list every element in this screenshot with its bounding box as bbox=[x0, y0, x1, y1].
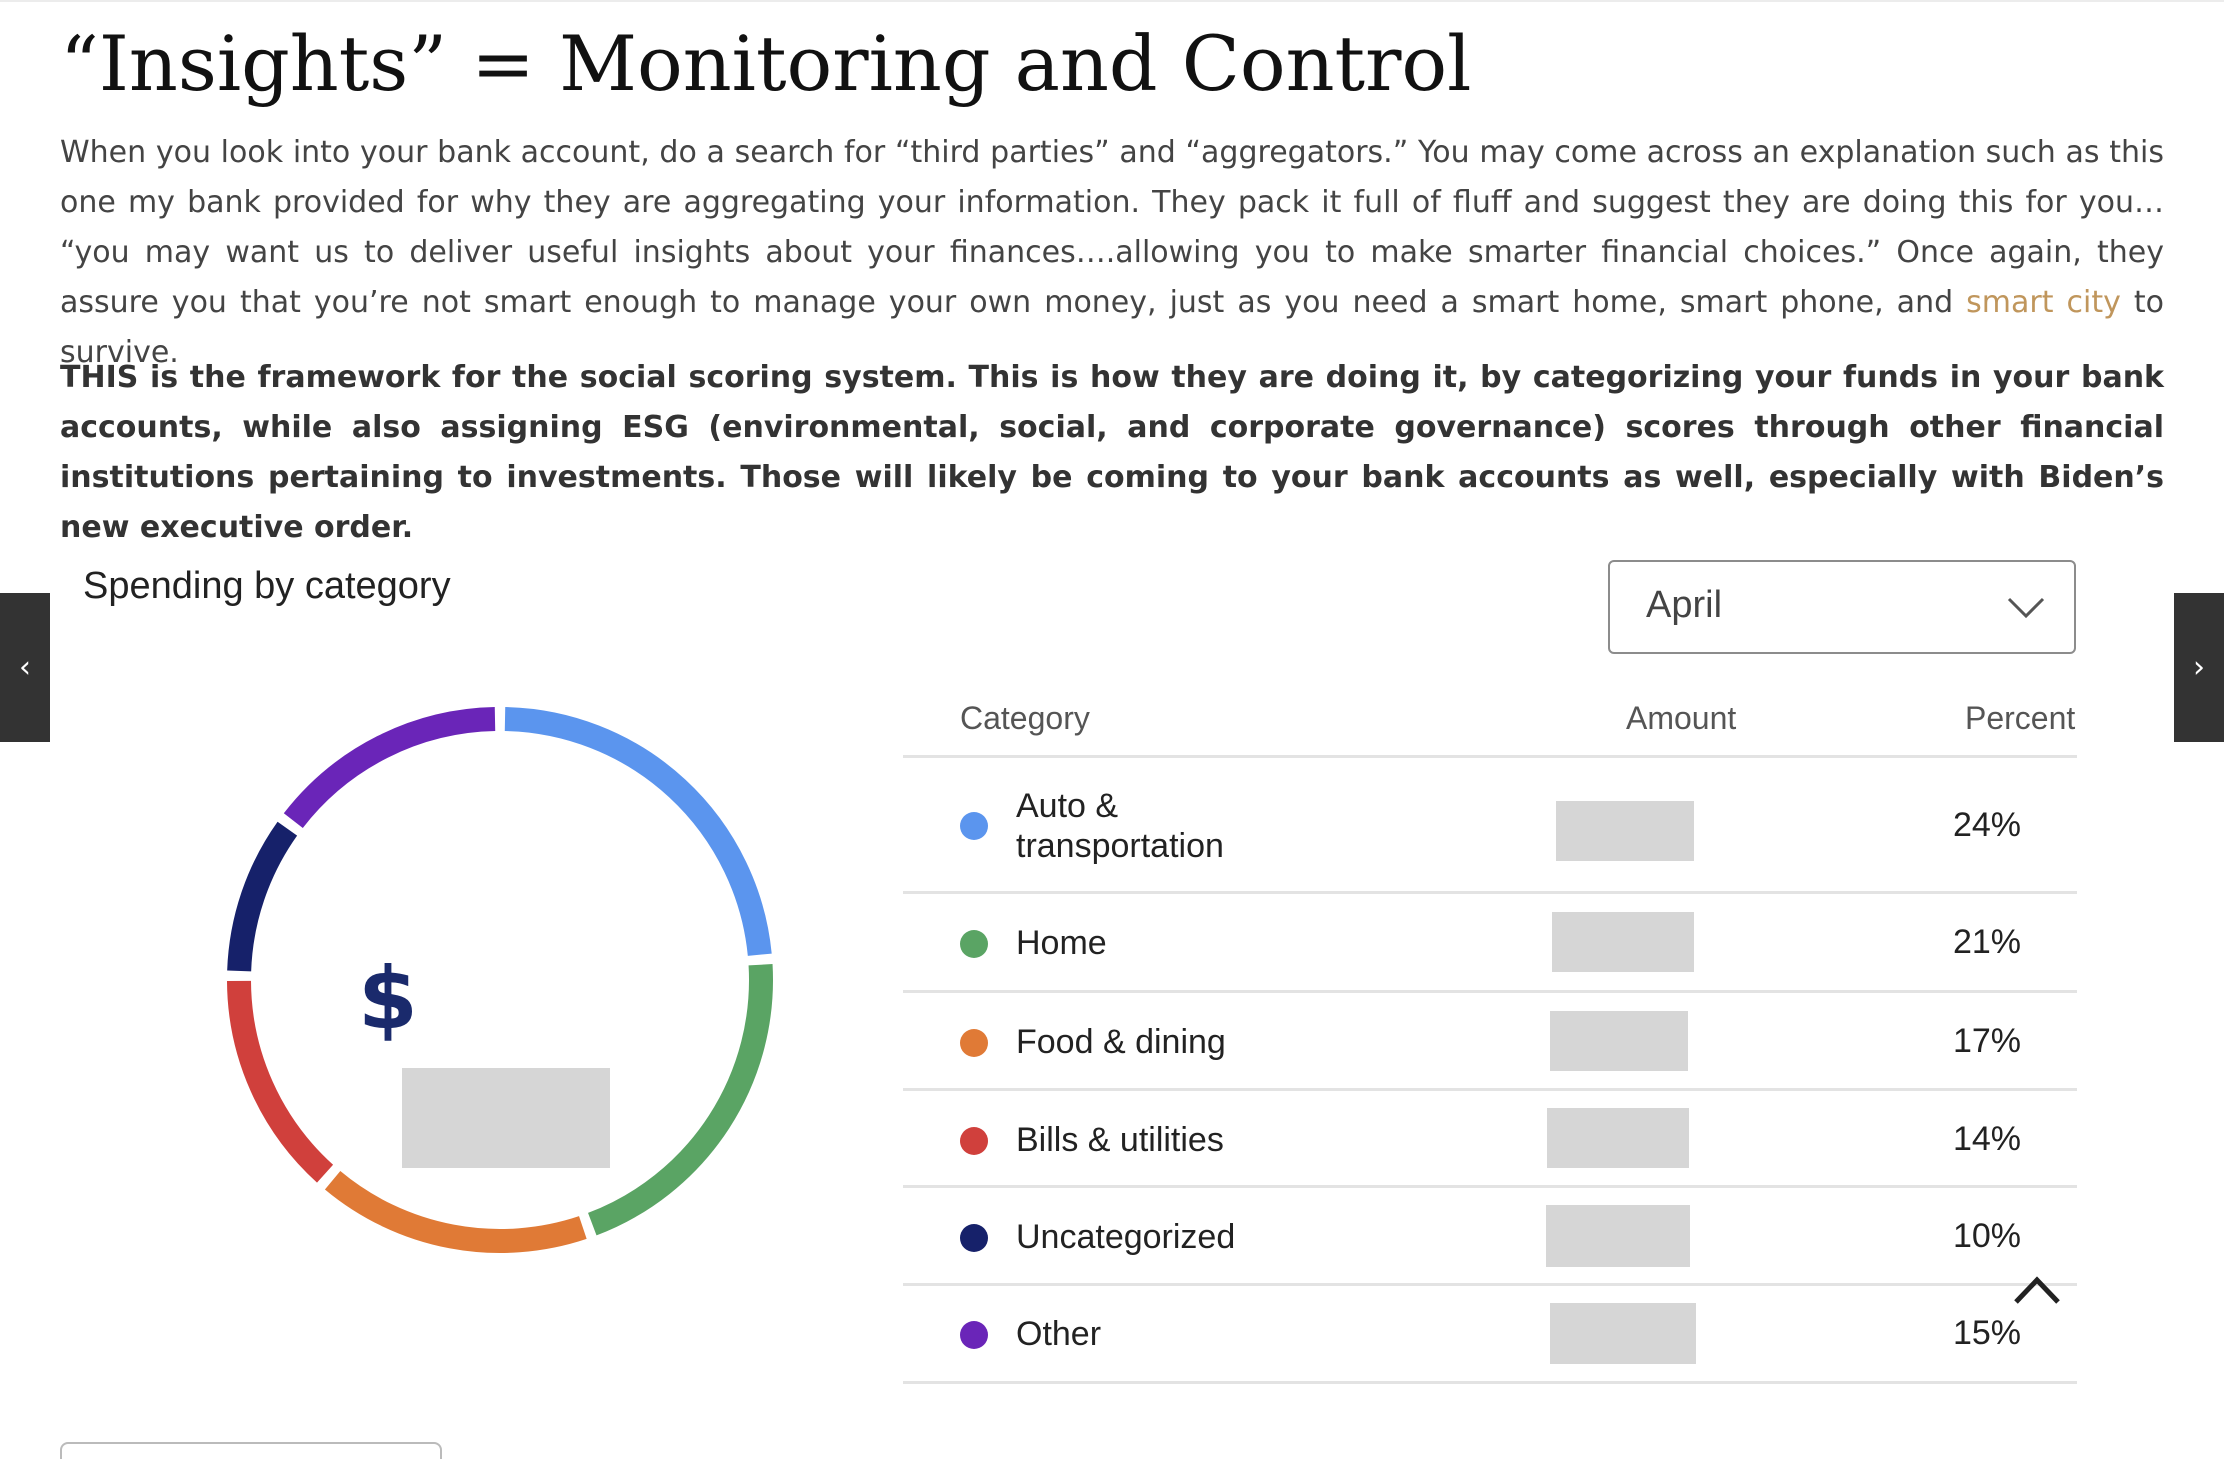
amount-redacted bbox=[1546, 1205, 1690, 1267]
bottom-partial-box bbox=[60, 1442, 442, 1459]
amount-redacted bbox=[1550, 1303, 1696, 1364]
table-header: Category Amount Percent bbox=[903, 680, 2077, 758]
gallery-prev-button[interactable]: ‹ bbox=[0, 593, 50, 742]
row-label-home: Home bbox=[1016, 924, 1107, 962]
table-row-bills-utilities[interactable]: Bills & utilities 14% bbox=[903, 1091, 2077, 1188]
chevron-left-icon: ‹ bbox=[19, 650, 31, 685]
amount-redacted bbox=[1547, 1108, 1689, 1168]
table-row-food-dining[interactable]: Food & dining 17% bbox=[903, 993, 2077, 1091]
row-label-uncategorized: Uncategorized bbox=[1016, 1218, 1236, 1256]
table-row-uncategorized[interactable]: Uncategorized 10% bbox=[903, 1188, 2077, 1286]
row-percent: 24% bbox=[1952, 806, 2021, 844]
donut-slice-auto-transportation[interactable] bbox=[504, 707, 772, 956]
row-percent: 21% bbox=[1952, 923, 2021, 961]
legend-dot-home bbox=[960, 930, 988, 958]
donut-slice-food-dining[interactable] bbox=[324, 1171, 587, 1253]
donut-slice-uncategorized[interactable] bbox=[227, 821, 298, 972]
total-redacted-value bbox=[402, 1068, 610, 1168]
paragraph-1-text-start: When you look into your bank account, do… bbox=[60, 135, 2164, 320]
column-header-category: Category bbox=[960, 700, 1090, 736]
row-percent: 10% bbox=[1952, 1217, 2021, 1255]
smart-city-link[interactable]: smart city bbox=[1966, 285, 2121, 320]
scroll-to-top-icon[interactable] bbox=[2012, 1274, 2062, 1306]
donut-svg bbox=[227, 707, 773, 1253]
chevron-down-icon bbox=[2007, 597, 2045, 619]
article-paragraph-2: THIS is the framework for the social sco… bbox=[60, 360, 2164, 545]
row-percent: 17% bbox=[1952, 1022, 2021, 1060]
amount-redacted bbox=[1550, 1011, 1688, 1071]
row-percent: 15% bbox=[1952, 1314, 2021, 1352]
paragraph-1-text-end: to survive. bbox=[60, 285, 2164, 370]
row-label-bills-utilities: Bills & utilities bbox=[1016, 1121, 1224, 1159]
month-select-value: April bbox=[1646, 584, 1723, 626]
total-currency-symbol: $ bbox=[358, 949, 418, 1049]
gallery-next-button[interactable]: › bbox=[2174, 593, 2224, 742]
legend-dot-other bbox=[960, 1321, 988, 1349]
donut-slice-bills-utilities[interactable] bbox=[227, 980, 334, 1183]
row-percent: 14% bbox=[1952, 1120, 2021, 1158]
panel-title: Spending by category bbox=[83, 565, 451, 607]
table-row-other[interactable]: Other 15% bbox=[903, 1286, 2077, 1384]
row-label-food-dining: Food & dining bbox=[1016, 1023, 1226, 1061]
row-label-auto-transportation: Auto & transportation bbox=[1016, 786, 1224, 866]
legend-dot-auto-transportation bbox=[960, 812, 988, 840]
column-header-amount: Amount bbox=[1626, 700, 1737, 736]
spending-donut-chart: $ bbox=[210, 690, 790, 1270]
article-title: “Insights” = Monitoring and Control bbox=[60, 19, 1472, 108]
spending-panel: Spending by category April $ Category Am… bbox=[60, 540, 2164, 1459]
article-paragraph-1: When you look into your bank account, do… bbox=[60, 128, 2164, 378]
row-label-other: Other bbox=[1016, 1315, 1102, 1353]
month-select[interactable]: April bbox=[1608, 560, 2076, 654]
legend-dot-uncategorized bbox=[960, 1224, 988, 1252]
donut-slice-other[interactable] bbox=[283, 707, 496, 829]
category-table: Category Amount Percent Auto & transport… bbox=[903, 680, 2077, 1384]
amount-redacted bbox=[1552, 912, 1694, 972]
table-row-home[interactable]: Home 21% bbox=[903, 894, 2077, 993]
legend-dot-food-dining bbox=[960, 1029, 988, 1057]
donut-slice-home[interactable] bbox=[588, 964, 773, 1236]
chevron-right-icon: › bbox=[2193, 650, 2205, 685]
column-header-percent: Percent bbox=[1965, 700, 2076, 736]
legend-dot-bills-utilities bbox=[960, 1127, 988, 1155]
row-label-line-2: transportation bbox=[1016, 827, 1224, 865]
table-row-auto-transportation[interactable]: Auto & transportation 24% bbox=[903, 758, 2077, 894]
top-rule bbox=[0, 0, 2224, 2]
row-label-line-1: Auto & bbox=[1016, 787, 1119, 825]
amount-redacted bbox=[1556, 801, 1694, 861]
